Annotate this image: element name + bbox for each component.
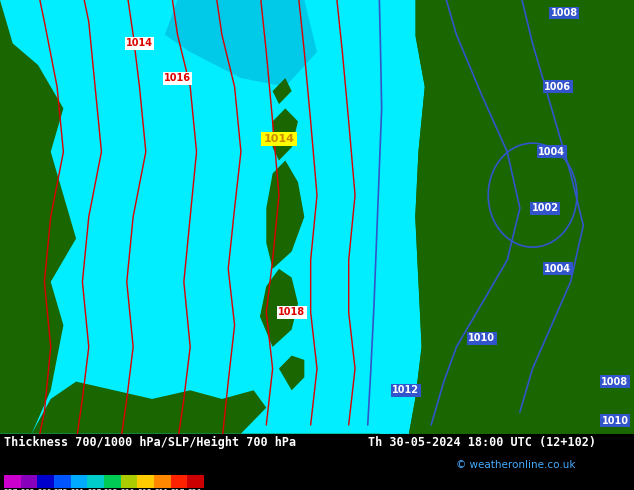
Polygon shape — [279, 356, 304, 390]
Text: 305: 305 — [138, 489, 152, 490]
Text: 299: 299 — [120, 489, 135, 490]
Polygon shape — [0, 0, 76, 434]
Bar — [104, 475, 120, 488]
Text: 275: 275 — [54, 489, 68, 490]
Text: 317: 317 — [171, 489, 185, 490]
Bar — [37, 475, 54, 488]
Text: 281: 281 — [70, 489, 85, 490]
Text: 1016: 1016 — [164, 73, 191, 83]
Polygon shape — [377, 0, 415, 434]
Text: Thickness 700/1000 hPa/SLP/Height 700 hPa: Thickness 700/1000 hPa/SLP/Height 700 hP… — [4, 436, 296, 449]
Bar — [138, 475, 154, 488]
Text: 293: 293 — [104, 489, 119, 490]
Polygon shape — [0, 382, 266, 434]
Text: 269: 269 — [37, 489, 52, 490]
Polygon shape — [380, 368, 409, 434]
Text: 263: 263 — [21, 489, 35, 490]
Bar — [87, 475, 104, 488]
Text: 1004: 1004 — [538, 147, 565, 157]
Text: 1006: 1006 — [545, 82, 571, 92]
Text: 1014: 1014 — [264, 134, 294, 144]
Text: 1010: 1010 — [602, 416, 628, 426]
Text: 1002: 1002 — [532, 203, 559, 213]
Bar — [4, 475, 21, 488]
Bar — [70, 475, 87, 488]
Text: © weatheronline.co.uk: © weatheronline.co.uk — [456, 460, 576, 470]
Text: 311: 311 — [154, 489, 169, 490]
Polygon shape — [266, 160, 304, 269]
Text: 1004: 1004 — [545, 264, 571, 274]
Text: 287: 287 — [87, 489, 101, 490]
Polygon shape — [260, 269, 298, 347]
Text: Th 30-05-2024 18:00 UTC (12+102): Th 30-05-2024 18:00 UTC (12+102) — [368, 436, 596, 449]
Text: 1012: 1012 — [392, 385, 419, 395]
Bar — [21, 475, 37, 488]
Polygon shape — [0, 0, 425, 434]
Text: 257: 257 — [4, 489, 18, 490]
Text: 320: 320 — [187, 489, 202, 490]
Polygon shape — [273, 78, 292, 104]
Bar — [120, 475, 138, 488]
Bar — [154, 475, 171, 488]
Polygon shape — [273, 108, 298, 160]
Bar — [54, 475, 70, 488]
Polygon shape — [165, 0, 317, 87]
Bar — [171, 475, 187, 488]
Polygon shape — [409, 0, 634, 434]
Text: 1008: 1008 — [602, 377, 628, 387]
Text: 1008: 1008 — [551, 8, 578, 18]
Text: 1018: 1018 — [278, 307, 305, 317]
Text: 1010: 1010 — [469, 333, 495, 343]
Bar — [187, 475, 204, 488]
Text: 1014: 1014 — [126, 38, 153, 49]
